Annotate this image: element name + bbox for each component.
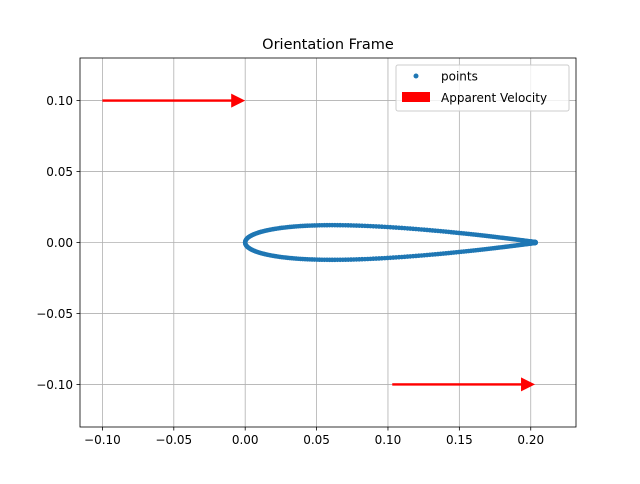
x-tick-label: −0.05: [155, 433, 192, 447]
arrow-head: [231, 93, 246, 108]
x-tick-label: 0.00: [232, 433, 259, 447]
arrow-shaft: [392, 383, 523, 386]
velocity-arrow: [392, 377, 536, 392]
data-point: [533, 240, 538, 246]
x-axis: −0.10 −0.05 0.00 0.05 0.10 0.15 0.20: [84, 427, 544, 447]
arrows: [102, 93, 536, 392]
x-tick-label: 0.10: [375, 433, 402, 447]
legend-box: [395, 64, 570, 112]
y-tick-label: 0.00: [46, 236, 73, 250]
y-axis: −0.10 −0.05 0.00 0.05 0.10: [36, 94, 80, 392]
legend-label-points: points: [441, 70, 478, 84]
y-tick-label: 0.05: [46, 165, 73, 179]
legend-velocity-marker: [402, 92, 430, 102]
x-tick-label: −0.10: [84, 433, 121, 447]
velocity-arrow: [102, 93, 246, 108]
y-tick-label: −0.05: [36, 307, 73, 321]
legend: points Apparent Velocity: [395, 64, 570, 112]
chart-title: Orientation Frame: [262, 37, 394, 53]
x-tick-label: 0.05: [303, 433, 330, 447]
legend-points-marker: [413, 73, 419, 79]
x-tick-label: 0.15: [446, 433, 473, 447]
y-tick-label: −0.10: [36, 378, 73, 392]
x-tick-label: 0.20: [517, 433, 544, 447]
y-tick-label: 0.10: [46, 94, 73, 108]
arrow-head: [521, 377, 536, 392]
series-points: [242, 222, 538, 263]
arrow-shaft: [102, 99, 233, 102]
legend-label-apparent-velocity: Apparent Velocity: [441, 91, 547, 105]
